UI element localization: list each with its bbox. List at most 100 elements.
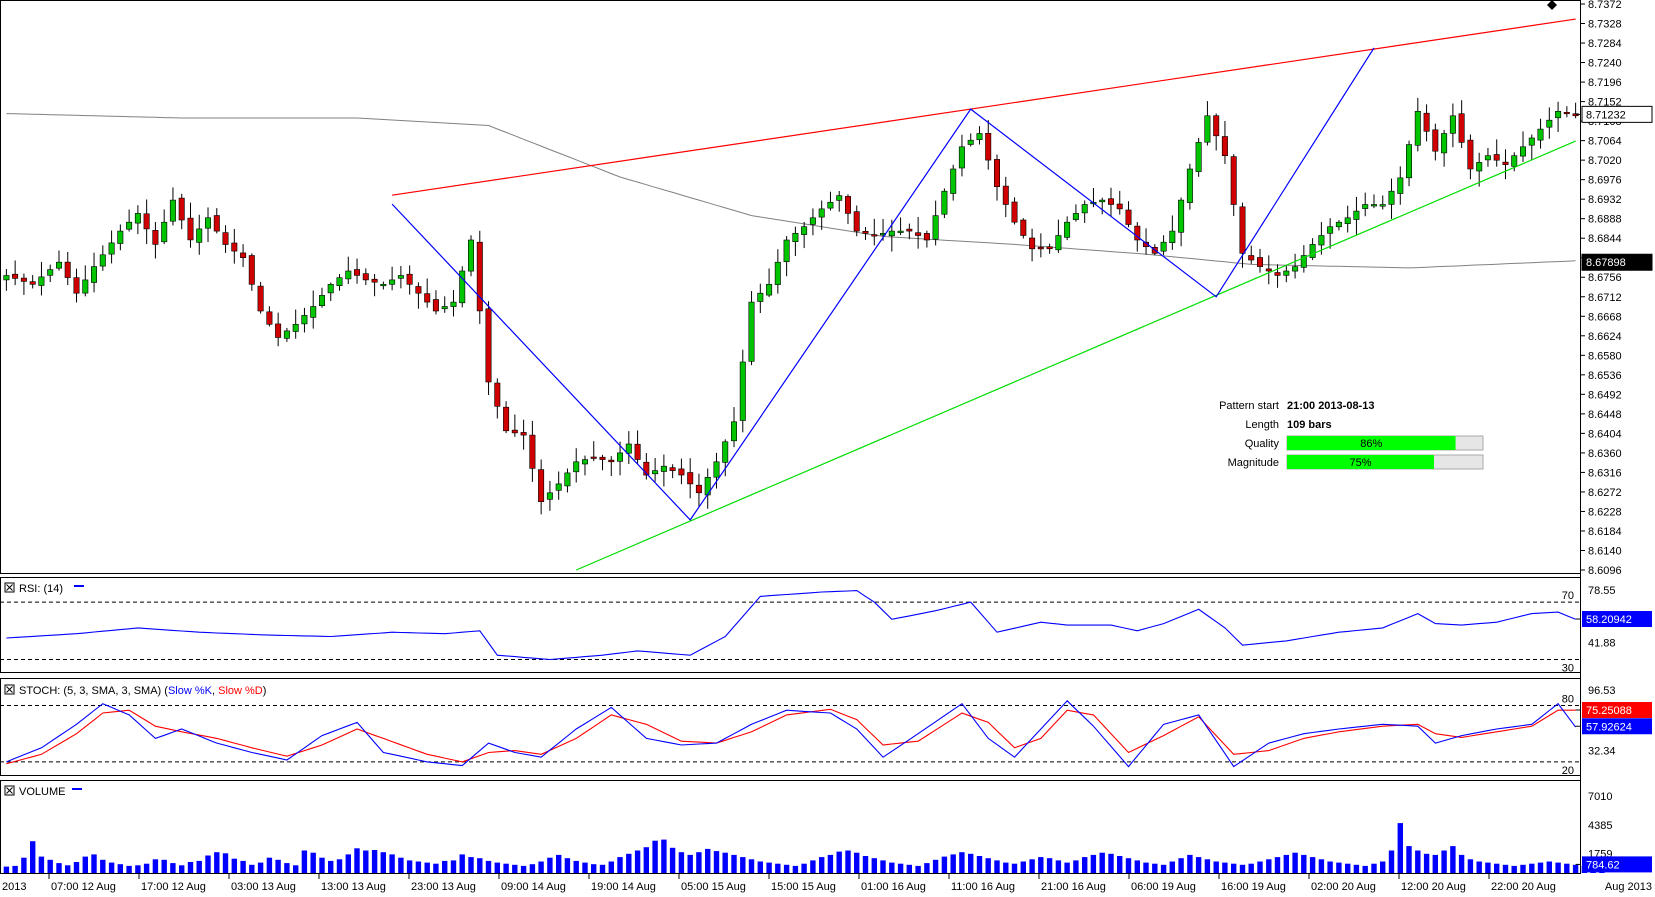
- candle-body-bear: [29, 281, 36, 285]
- candle: [327, 282, 334, 302]
- volume-bar: [564, 858, 571, 873]
- volume-bar: [1011, 863, 1018, 873]
- volume-bar: [591, 864, 597, 873]
- candle: [415, 282, 422, 309]
- candle: [748, 291, 755, 366]
- volume-bar: [1458, 854, 1465, 873]
- stoch-value-box: [1582, 701, 1652, 718]
- price-tick-label: 8.6140: [1588, 545, 1622, 557]
- volume-bar: [301, 850, 308, 873]
- candle-body-bull: [1449, 115, 1456, 134]
- candle-body-bull: [318, 295, 325, 306]
- volume-bar: [73, 862, 80, 873]
- info-value: 21:00 2013-08-13: [1287, 400, 1374, 412]
- candle-body-bull: [397, 275, 404, 279]
- price-tick-label: 8.7152: [1588, 97, 1622, 109]
- volume-value-box: [1582, 856, 1652, 873]
- candle-body-bear: [231, 242, 238, 252]
- volume-bar: [1406, 846, 1412, 873]
- candle: [625, 431, 632, 465]
- candle: [836, 190, 843, 212]
- rsi-value-box: [1582, 611, 1652, 628]
- candle-body-bear: [12, 273, 19, 279]
- candle: [1511, 152, 1518, 172]
- candle: [1046, 243, 1053, 254]
- volume-bar: [494, 862, 500, 873]
- candle: [573, 448, 580, 483]
- candle-body-bear: [1257, 257, 1264, 267]
- price-tick-label: 8.6184: [1588, 526, 1622, 538]
- candle-body-bull: [1072, 213, 1079, 220]
- candle: [467, 235, 474, 277]
- rsi-title-text: RSI: (14): [19, 583, 63, 595]
- candle-body-bear: [1432, 129, 1439, 152]
- volume-bar: [556, 854, 562, 873]
- volume-bar: [661, 839, 667, 873]
- candle-body-bull: [283, 330, 290, 339]
- candle: [906, 223, 913, 240]
- candle: [1160, 235, 1167, 256]
- candle-body-bear: [1134, 225, 1141, 241]
- candle-body-bull: [327, 283, 334, 294]
- candle-body-bear: [20, 277, 27, 282]
- volume-bar: [21, 857, 27, 873]
- candle-body-bull: [1528, 137, 1535, 146]
- pattern-info-panel: Pattern start 21:00 2013-08-13 Length 109 b…: [1219, 400, 1484, 470]
- candle: [126, 209, 133, 232]
- candle: [29, 275, 36, 289]
- candle-body-bear: [853, 211, 860, 232]
- price-tick-label: 8.7064: [1588, 136, 1622, 148]
- candle: [555, 471, 562, 500]
- candle: [178, 193, 185, 230]
- candle: [608, 456, 615, 476]
- candle-body-bull: [205, 217, 212, 229]
- diamond-icon[interactable]: [1547, 0, 1557, 10]
- price-tick-label: 8.6668: [1588, 311, 1622, 323]
- candle-body-bull: [730, 421, 737, 442]
- volume-tick-label: 7010: [1588, 791, 1612, 803]
- volume-bar: [1257, 861, 1263, 873]
- volume-bar: [512, 864, 518, 873]
- volume-bar: [56, 863, 62, 873]
- candle-body-bull: [581, 459, 588, 465]
- volume-bar: [722, 852, 728, 873]
- price-tick-label: 8.7240: [1588, 58, 1622, 70]
- candle: [590, 441, 597, 462]
- candle-body-bull: [564, 472, 571, 487]
- volume-bar: [1283, 854, 1289, 873]
- volume-bar: [363, 850, 369, 873]
- price-tick-label: 8.6580: [1588, 350, 1622, 362]
- rsi-level-label: 30: [1562, 663, 1574, 675]
- candle: [1116, 190, 1123, 215]
- candle-body-bull: [1397, 177, 1404, 194]
- volume-bar: [915, 865, 921, 873]
- rsi-tick-label: 78.55: [1588, 585, 1616, 597]
- candle: [652, 458, 659, 482]
- candle: [827, 191, 834, 211]
- volume-bar: [143, 863, 150, 873]
- volume-bar: [398, 857, 404, 873]
- time-tick-label: 13:00 13 Aug: [321, 881, 386, 893]
- volume-bar: [328, 860, 334, 873]
- volume-bar: [1485, 862, 1491, 873]
- volume-bar: [1564, 863, 1570, 873]
- candle-body-bull: [1055, 235, 1062, 251]
- candle-body-bear: [1248, 255, 1255, 261]
- moving-average-line: [6, 113, 1576, 269]
- volume-bar: [687, 854, 693, 873]
- candle: [1406, 140, 1413, 187]
- candle-body-bull: [836, 195, 843, 201]
- candle: [38, 261, 45, 296]
- rsi-level-label: 70: [1562, 590, 1574, 602]
- volume-bar: [626, 853, 632, 873]
- candle-body-bear: [529, 434, 536, 469]
- candle-body-bear: [476, 241, 483, 312]
- volume-bar: [1441, 850, 1447, 873]
- candle: [1309, 238, 1316, 261]
- candle: [1239, 202, 1246, 268]
- volume-bar: [65, 865, 71, 873]
- candle: [1414, 97, 1421, 152]
- candle-body-bear: [634, 443, 641, 460]
- time-tick-label: 19:00 14 Aug: [591, 881, 656, 893]
- candle: [389, 266, 396, 291]
